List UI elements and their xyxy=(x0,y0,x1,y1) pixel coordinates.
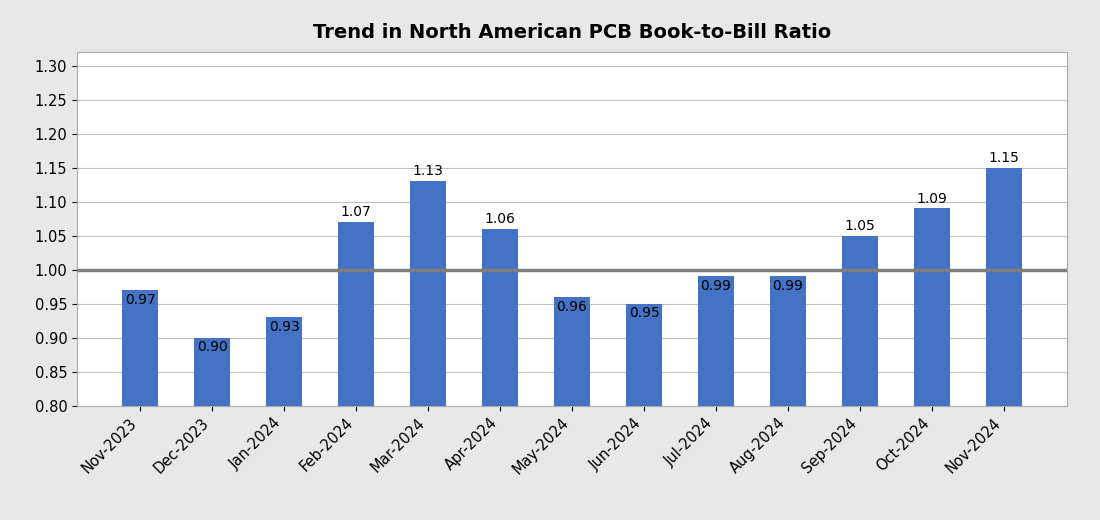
Text: 0.99: 0.99 xyxy=(772,279,803,293)
Text: 1.06: 1.06 xyxy=(485,212,516,226)
Bar xyxy=(122,290,158,406)
Bar xyxy=(266,317,302,406)
Text: 1.13: 1.13 xyxy=(412,164,443,178)
Text: 1.05: 1.05 xyxy=(845,219,876,233)
Bar xyxy=(554,297,590,406)
Bar xyxy=(338,222,374,406)
Text: 0.99: 0.99 xyxy=(701,279,732,293)
Text: 0.93: 0.93 xyxy=(268,320,299,334)
Text: 1.07: 1.07 xyxy=(341,205,372,219)
Bar xyxy=(698,277,734,406)
Text: 1.15: 1.15 xyxy=(989,151,1020,165)
Bar xyxy=(194,337,230,406)
Bar xyxy=(626,304,662,406)
Bar xyxy=(986,167,1022,406)
Bar xyxy=(482,229,518,406)
Text: 1.09: 1.09 xyxy=(916,192,947,206)
Text: 0.90: 0.90 xyxy=(197,340,228,354)
Bar xyxy=(842,236,878,406)
Bar xyxy=(914,209,950,406)
Text: 0.95: 0.95 xyxy=(628,306,659,320)
Title: Trend in North American PCB Book-to-Bill Ratio: Trend in North American PCB Book-to-Bill… xyxy=(312,23,832,42)
Text: 0.97: 0.97 xyxy=(124,293,155,307)
Text: 0.96: 0.96 xyxy=(557,300,587,314)
Bar xyxy=(770,277,806,406)
Bar xyxy=(410,181,446,406)
